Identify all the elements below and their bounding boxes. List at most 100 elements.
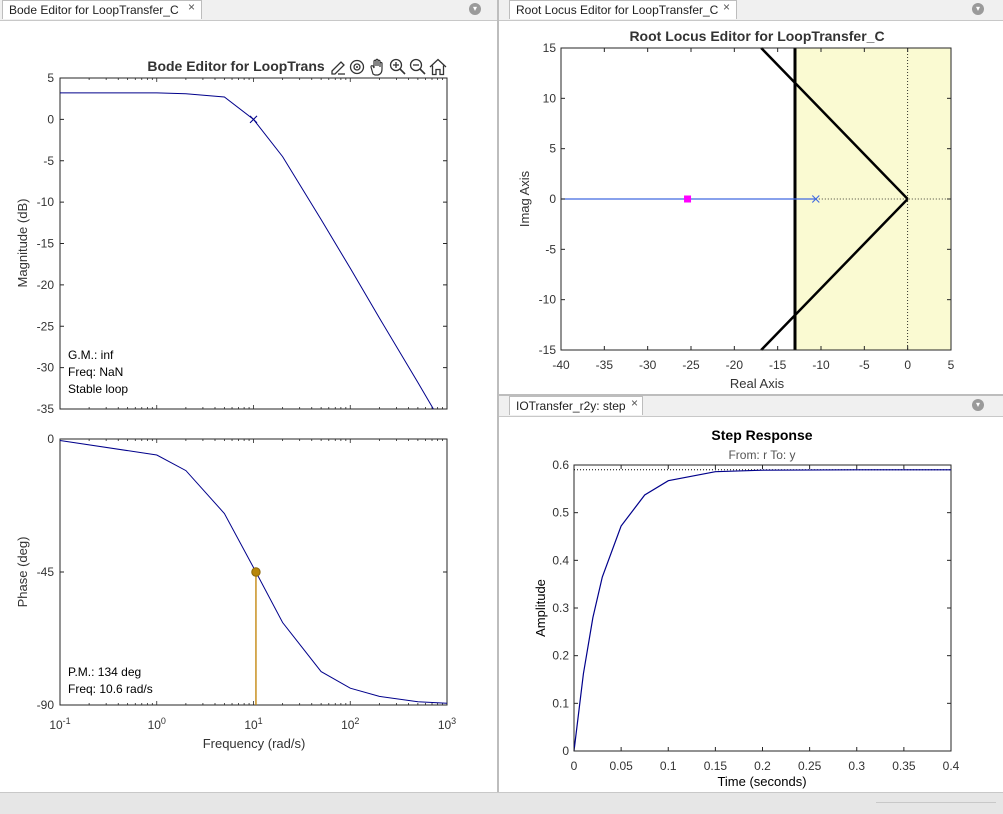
rlocus-branches[interactable]: [561, 195, 820, 203]
pan-hand-icon[interactable]: [370, 58, 383, 76]
step-ytick-label: 0.3: [552, 601, 569, 615]
phase-ytick-label: -90: [37, 698, 55, 712]
tab-step-label: IOTransfer_r2y: step: [516, 399, 626, 413]
step-xtick-label: 0.3: [848, 759, 865, 773]
magnitude-ytick-label: -5: [43, 154, 54, 168]
magnitude-plot-area: [59, 77, 448, 410]
bode-title: Bode Editor for LoopTrans: [147, 58, 325, 74]
tab-bode-editor[interactable]: Bode Editor for LoopTransfer_C: [2, 0, 202, 19]
step-xtick-label: 0.1: [660, 759, 677, 773]
step-xtick-label: 0.15: [704, 759, 728, 773]
step-subtitle: From: r To: y: [728, 448, 795, 462]
step-response-curve[interactable]: [573, 469, 951, 752]
phase-curve[interactable]: [59, 440, 448, 704]
rlocus-tabbar: Root Locus Editor for LoopTransfer_C × ▾: [499, 0, 1003, 21]
damping-constraint-lower: [760, 198, 909, 351]
damping-constraint-upper: [760, 47, 909, 200]
magnitude-ytick-label: -25: [37, 319, 55, 333]
rlocus-ylabel: Imag Axis: [517, 170, 532, 227]
target-icon[interactable]: [349, 59, 365, 75]
phase-yticks: 0 -45 -90: [37, 432, 447, 712]
phase-margin-freq-text: Freq: 10.6 rad/s: [68, 682, 153, 696]
bode-panel-menu-icon[interactable]: ▾: [469, 3, 481, 15]
bode-editor-panel: Bode Editor for LoopTransfer_C × ▾ Bode …: [0, 0, 497, 792]
stability-text: Stable loop: [68, 382, 128, 396]
step-xtick-label: 0.2: [754, 759, 771, 773]
rlocus-yticks: 15 10 5 0 -5 -10 -15: [539, 41, 951, 357]
rlocus-xtick-label: -15: [769, 358, 787, 372]
frequency-xtick-label: 10-1: [49, 716, 70, 732]
rlocus-xtick-label: -25: [682, 358, 700, 372]
phase-axes[interactable]: 0 -45 -90 10-1 100 101 102 103 Phase (deg) P.M…: [15, 432, 456, 751]
tab-step-close-icon[interactable]: ×: [631, 396, 639, 410]
step-ylabel: Amplitude: [533, 579, 548, 637]
rlocus-xtick-label: -40: [552, 358, 570, 372]
frequency-xtick-label: 101: [244, 716, 262, 732]
rlocus-ytick-label: 10: [543, 91, 557, 105]
tab-root-locus-editor[interactable]: Root Locus Editor for LoopTransfer_C: [509, 0, 737, 19]
step-xtick-label: 0: [571, 759, 578, 773]
phase-margin-dot: [251, 567, 261, 577]
rlocus-xticks: -40 -35 -30 -25 -20 -15 -10 -5 0 5: [552, 48, 955, 372]
phase-ylabel: Phase (deg): [15, 537, 30, 608]
rlocus-ytick-label: 15: [543, 41, 557, 55]
rlocus-axes[interactable]: 15 10 5 0 -5 -10 -15 -40 -35 -30 -25 -20 -15 -10 -5 0 5…: [517, 41, 955, 391]
step-panel-menu-icon[interactable]: ▾: [972, 399, 984, 411]
rlocus-ytick-label: -10: [539, 293, 557, 307]
rlocus-xtick-label: -10: [812, 358, 830, 372]
bode-tabbar: Bode Editor for LoopTransfer_C × ▾: [0, 0, 497, 21]
step-xlabel: Time (seconds): [717, 774, 806, 789]
magnitude-xtick-marks: [59, 78, 443, 409]
magnitude-curve[interactable]: [60, 92, 434, 410]
rlocus-ytick-label: -15: [539, 343, 557, 357]
rlocus-xtick-label: -35: [596, 358, 614, 372]
magnitude-axes[interactable]: 5 0 -5 -10 -15 -20 -25 -30 -35 Magnitude (dB) G.…: [15, 71, 448, 416]
step-axes[interactable]: 0.60.50.40.30.20.10 0 0.05 0.1 0.15 0.2 0.25 0…: [533, 458, 960, 789]
pole-x-stroke: [249, 115, 258, 124]
rlocus-panel-menu-icon[interactable]: ▾: [972, 3, 984, 15]
step-ytick-label: 0.4: [552, 553, 569, 567]
step-ytick-label: 0.2: [552, 649, 569, 663]
frequency-xlabel: Frequency (rad/s): [203, 736, 306, 751]
rlocus-xtick-label: 5: [948, 358, 955, 372]
tab-bode-label: Bode Editor for LoopTransfer_C: [9, 3, 179, 17]
zoom-out-icon[interactable]: [409, 58, 426, 75]
magnitude-ytick-label: -10: [37, 195, 55, 209]
step-ytick-label: 0: [562, 744, 569, 758]
bode-toolbar: [331, 58, 447, 76]
horizontal-splitter[interactable]: [499, 394, 1003, 396]
tab-rlocus-label: Root Locus Editor for LoopTransfer_C: [516, 3, 719, 17]
status-bar: [0, 792, 1003, 814]
step-ytick-label: 0.6: [552, 458, 569, 472]
edit-icon[interactable]: [331, 61, 345, 75]
frequency-xtick-label: 102: [341, 716, 359, 732]
step-ytick-label: 0.5: [552, 506, 569, 520]
rlocus-xlabel: Real Axis: [730, 376, 785, 391]
step-xtick-label: 0.4: [943, 759, 960, 773]
step-yticks: 0.6 0.5 0.4 0.3 0.2 0.1 0: [552, 458, 951, 758]
vertical-splitter[interactable]: [497, 0, 499, 792]
home-icon[interactable]: [429, 58, 447, 76]
tab-bode-close-icon[interactable]: ×: [188, 0, 196, 14]
tab-rlocus-close-icon[interactable]: ×: [723, 0, 731, 14]
magnitude-pole-marker[interactable]: [249, 115, 258, 124]
bode-plot-svg: Bode Editor for LoopTrans: [15, 58, 456, 751]
rlocus-xtick-label: -30: [639, 358, 657, 372]
step-xtick-label: 0.25: [798, 759, 822, 773]
rlocus-xtick-label: -5: [859, 358, 870, 372]
rlocus-xtick-label: -20: [726, 358, 744, 372]
magnitude-ytick-label: 0: [47, 112, 54, 126]
tab-step-response[interactable]: IOTransfer_r2y: step: [509, 396, 643, 415]
frequency-xtick-label: 100: [148, 716, 166, 732]
closed-loop-pole[interactable]: [684, 195, 692, 203]
magnitude-ytick-label: -30: [37, 361, 55, 375]
gain-margin-freq-text: Freq: NaN: [68, 365, 123, 379]
step-response-panel: IOTransfer_r2y: step × ▾ Step Response F…: [499, 396, 1003, 792]
zoom-in-icon[interactable]: [389, 58, 406, 75]
magnitude-ytick-label: -35: [37, 402, 55, 416]
frequency-xtick-label: 103: [438, 716, 456, 732]
phase-margin-marker[interactable]: [251, 567, 261, 705]
rlocus-ytick-label: 5: [549, 142, 556, 156]
root-locus-panel: Root Locus Editor for LoopTransfer_C × ▾…: [499, 0, 1003, 394]
gain-margin-text: G.M.: inf: [68, 348, 114, 362]
